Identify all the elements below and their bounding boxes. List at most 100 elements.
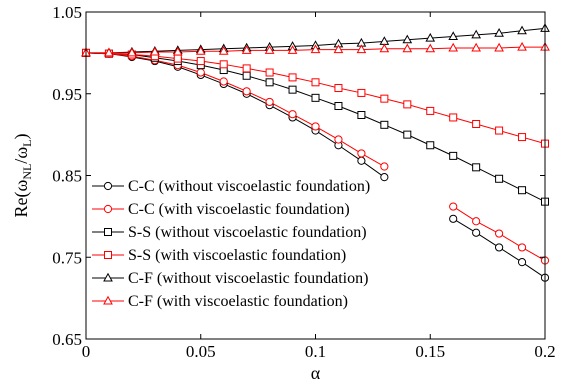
series-4-point xyxy=(472,119,481,128)
series-3-point xyxy=(426,141,435,150)
series-2-point xyxy=(334,135,343,144)
x-tick-label: 0.1 xyxy=(305,342,326,361)
y-tick-label: 0.75 xyxy=(52,248,82,267)
series-3-point xyxy=(472,163,481,172)
series-2-point xyxy=(472,217,481,226)
series-2-point xyxy=(380,162,389,171)
series-3-point xyxy=(449,151,458,160)
series-4-point xyxy=(311,78,320,87)
legend-label: C-C (with viscoelastic foundation) xyxy=(128,201,350,218)
x-axis-label: α xyxy=(311,363,321,383)
y-tick-label: 1.05 xyxy=(52,3,82,22)
series-3-point xyxy=(357,111,366,120)
series-6-point xyxy=(127,47,137,57)
series-6-point xyxy=(150,46,160,56)
y-axis-label-sub-l: L xyxy=(20,139,34,146)
series-1-point xyxy=(380,173,389,182)
series-4-point xyxy=(449,113,458,122)
series-4-point xyxy=(426,106,435,115)
series-4-point xyxy=(334,84,343,93)
series-6-point xyxy=(241,45,252,54)
series-5-point xyxy=(425,32,436,42)
series-6-point xyxy=(310,44,321,54)
series-6-point xyxy=(104,47,114,57)
series-6-point xyxy=(172,46,183,56)
series-2-point xyxy=(196,68,205,77)
series-2-point xyxy=(311,122,320,131)
series-6-point xyxy=(471,42,481,52)
series-6-point xyxy=(356,44,367,54)
series-6-point xyxy=(195,46,206,55)
series-1-point xyxy=(449,214,458,223)
series-markers xyxy=(81,23,550,282)
series-4-point xyxy=(288,73,297,82)
series-6-point xyxy=(218,46,229,55)
y-tick-label: 0.95 xyxy=(52,85,82,104)
series-5-point xyxy=(448,31,459,41)
series-6-point xyxy=(379,43,390,53)
series-6-point xyxy=(333,44,344,54)
series-1-point xyxy=(495,243,504,252)
x-tick-label: 0.05 xyxy=(186,342,216,361)
y-axis-ticks: 0.65 0.75 0.85 0.95 1.05 xyxy=(52,3,545,349)
series-4-point xyxy=(518,133,527,142)
series-2-point xyxy=(219,77,228,86)
legend-marker xyxy=(103,272,113,282)
series-6-point xyxy=(264,45,275,54)
series-2-point xyxy=(242,87,251,96)
series-2-point xyxy=(495,229,504,238)
series-6-point xyxy=(517,41,527,51)
legend-marker xyxy=(103,181,113,191)
legend-label: S-S (without viscoelastic foundation) xyxy=(128,224,367,241)
y-tick-label: 0.65 xyxy=(52,330,82,349)
legend-marker xyxy=(104,228,112,236)
y-axis-label-end: ) xyxy=(11,133,32,139)
series-5-point xyxy=(471,29,481,39)
series-4-point xyxy=(357,88,366,97)
series-6-point xyxy=(494,42,504,52)
legend-label: S-S (with viscoelastic foundation) xyxy=(128,247,346,264)
series-5-point xyxy=(517,25,527,35)
y-tick-label: 0.85 xyxy=(52,167,82,186)
y-axis-label-sub-nl: NL xyxy=(20,164,34,180)
series-4-point xyxy=(242,64,251,73)
series-4-point xyxy=(495,126,504,135)
x-tick-label: 0 xyxy=(82,342,91,361)
series-3-point xyxy=(288,85,297,94)
series-2-point xyxy=(449,202,458,211)
series-3-point xyxy=(403,130,412,139)
series-1-point xyxy=(517,258,527,267)
series-1-point xyxy=(357,156,366,165)
series-3-point xyxy=(518,186,527,195)
series-3-point xyxy=(242,71,251,80)
series-3-point xyxy=(334,102,343,111)
series-4-point xyxy=(380,94,389,103)
series-4-point xyxy=(173,54,182,63)
legend-label: C-C (without viscoelastic foundation) xyxy=(128,178,370,195)
series-4-point xyxy=(196,57,205,66)
series-3-point xyxy=(265,78,274,87)
series-2-point xyxy=(357,149,366,158)
legend-label: C-F (with viscoelastic foundation) xyxy=(128,293,348,310)
series-6-point xyxy=(287,45,298,54)
series-5-point xyxy=(494,28,504,37)
y-axis-label-main: Re(ω xyxy=(11,180,32,218)
x-tick-label: 0.2 xyxy=(534,342,555,361)
x-tick-label: 0.15 xyxy=(415,342,445,361)
series-1-point xyxy=(472,228,481,237)
legend-label: C-F (without viscoelastic foundation) xyxy=(128,270,368,287)
y-axis-label-mid: /ω xyxy=(11,147,31,164)
series-5-point xyxy=(402,34,413,44)
series-6-point xyxy=(402,43,413,53)
series-6-point xyxy=(448,42,459,52)
x-axis-ticks: 0 0.05 0.1 0.15 0.2 xyxy=(82,12,556,361)
legend: C-C (without viscoelastic foundation) C-C… xyxy=(92,178,370,310)
series-4-point xyxy=(265,68,274,77)
legend-marker xyxy=(104,251,112,259)
legend-marker xyxy=(103,295,113,305)
series-4-point xyxy=(403,100,412,109)
series-6-point xyxy=(425,43,436,53)
series-3-point xyxy=(380,120,389,129)
series-3-point xyxy=(495,174,504,183)
